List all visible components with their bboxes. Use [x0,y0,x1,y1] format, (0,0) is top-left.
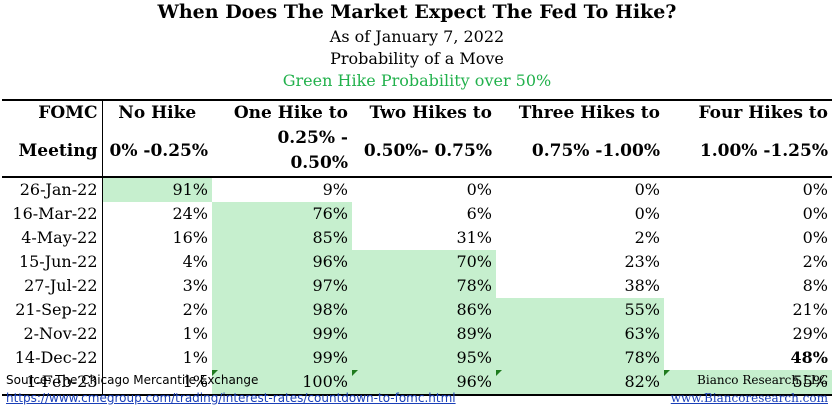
header-one-hike-top: One Hike to [212,99,352,126]
probability-cell-four-hikes: 21% [792,300,828,319]
probability-cell-two-hikes: 70% [352,250,496,274]
probability-cell-three-hikes: 0% [634,180,660,199]
probability-cell-one-hike: 100% [212,370,352,396]
probability-cell-two-hikes: 96% [352,370,496,396]
probability-cell-one-hike: 99% [212,322,352,346]
probability-cell-four-hikes: 55% [664,370,832,396]
meeting-date-cell: 21-Sep-22 [2,298,103,322]
header-meeting-top: FOMC [2,99,103,126]
header-row-top: FOMC No Hike One Hike to Two Hikes to Th… [2,99,832,126]
meeting-date-cell: 26-Jan-22 [2,177,103,202]
probability-cell-three-hikes: 55% [496,298,664,322]
firm-link[interactable]: www.Biancoresearch.com [670,391,828,405]
chart-subtitle-probability: Probability of a Move [330,49,504,68]
header-no-hike-bottom: 0% -0.25% [102,126,212,178]
header-four-hikes-top: Four Hikes to [664,99,832,126]
probability-table: FOMC No Hike One Hike to Two Hikes to Th… [2,99,832,396]
probability-cell-no-hike: 24% [172,204,208,223]
meeting-date-cell: 27-Jul-22 [2,274,103,298]
header-one-hike-bottom: 0.25% - 0.50% [212,126,352,178]
header-three-hikes-top: Three Hikes to [496,99,664,126]
header-two-hikes-top: Two Hikes to [352,99,496,126]
meeting-date-cell: 14-Dec-22 [2,346,103,370]
probability-cell-three-hikes: 78% [496,346,664,370]
probability-cell-one-hike: 96% [212,250,352,274]
probability-cell-two-hikes: 31% [456,228,492,247]
header-four-hikes-bottom: 1.00% -1.25% [664,126,832,178]
probability-cell-four-hikes: 0% [802,180,828,199]
table-row: 21-Sep-22 2% 98% 86% 55% 21% [2,298,832,322]
probability-cell-three-hikes: 63% [496,322,664,346]
probability-cell-no-hike: 16% [172,228,208,247]
probability-cell-two-hikes: 78% [352,274,496,298]
meeting-date-cell: 2-Nov-22 [2,322,103,346]
chart-subtitle-date: As of January 7, 2022 [329,27,505,46]
probability-cell-no-hike: 2% [182,300,208,319]
chart-title: When Does The Market Expect The Fed To H… [157,1,677,23]
probability-cell-four-hikes: 29% [792,324,828,343]
probability-cell-two-hikes: 0% [466,180,492,199]
meeting-date-cell: 15-Jun-22 [2,250,103,274]
probability-cell-no-hike: 4% [182,252,208,271]
probability-cell-four-hikes: 0% [802,228,828,247]
source-note: Source: The Chicago Mercantile Exchange [6,373,259,387]
table-row: 26-Jan-22 91% 9% 0% 0% 0% [2,177,832,202]
probability-cell-two-hikes: 89% [352,322,496,346]
probability-cell-no-hike: 1% [182,348,208,367]
table-body: 26-Jan-22 91% 9% 0% 0% 0% 16-Mar-22 24% 76% 6% 0% 0… [2,177,832,396]
probability-cell-four-hikes: 8% [802,276,828,295]
table-row: 15-Jun-22 4% 96% 70% 23% 2% [2,250,832,274]
table-row: 27-Jul-22 3% 97% 78% 38% 8% [2,274,832,298]
probability-cell-three-hikes: 0% [634,204,660,223]
table-row: 14-Dec-22 1% 99% 95% 78% 48% [2,346,832,370]
table-row: 4-May-22 16% 85% 31% 2% 0% [2,226,832,250]
probability-cell-three-hikes: 38% [624,276,660,295]
probability-cell-one-hike: 76% [212,202,352,226]
meeting-date-cell: 4-May-22 [2,226,103,250]
meeting-date-cell: 1-Feb-23 [2,370,103,396]
chart-subtitle-legend: Green Hike Probability over 50% [282,71,552,90]
probability-cell-one-hike: 97% [212,274,352,298]
probability-cell-three-hikes: 23% [624,252,660,271]
source-link[interactable]: https://www.cmegroup.com/trading/interes… [6,391,456,405]
probability-cell-no-hike: 3% [182,276,208,295]
probability-cell-four-hikes: 2% [802,252,828,271]
title-block: When Does The Market Expect The Fed To H… [0,0,834,92]
probability-cell-two-hikes: 6% [466,204,492,223]
probability-cell-no-hike: 1% [182,324,208,343]
probability-cell-one-hike: 85% [212,226,352,250]
probability-cell-no-hike: 91% [102,177,212,202]
probability-cell-four-hikes: 0% [802,204,828,223]
probability-cell-two-hikes: 95% [352,346,496,370]
probability-cell-one-hike: 99% [212,346,352,370]
meeting-date-cell: 16-Mar-22 [2,202,103,226]
table-row: 2-Nov-22 1% 99% 89% 63% 29% [2,322,832,346]
probability-cell-one-hike: 98% [212,298,352,322]
header-row-bottom: Meeting 0% -0.25% 0.25% - 0.50% 0.50%- 0… [2,126,832,178]
probability-cell-three-hikes: 82% [496,370,664,396]
probability-cell-one-hike: 9% [322,180,348,199]
header-three-hikes-bottom: 0.75% -1.00% [496,126,664,178]
header-meeting-bottom: Meeting [2,126,103,178]
header-two-hikes-bottom: 0.50%- 0.75% [352,126,496,178]
firm-name: Bianco Research LLC [697,373,828,387]
table-row: 16-Mar-22 24% 76% 6% 0% 0% [2,202,832,226]
table-row: 1-Feb-23 1% 100% 96% 82% 55% [2,370,832,396]
probability-cell-no-hike: 1% [102,370,212,396]
probability-cell-three-hikes: 2% [634,228,660,247]
header-no-hike-top: No Hike [102,99,212,126]
probability-cell-four-hikes: 48% [790,348,828,367]
probability-cell-two-hikes: 86% [352,298,496,322]
